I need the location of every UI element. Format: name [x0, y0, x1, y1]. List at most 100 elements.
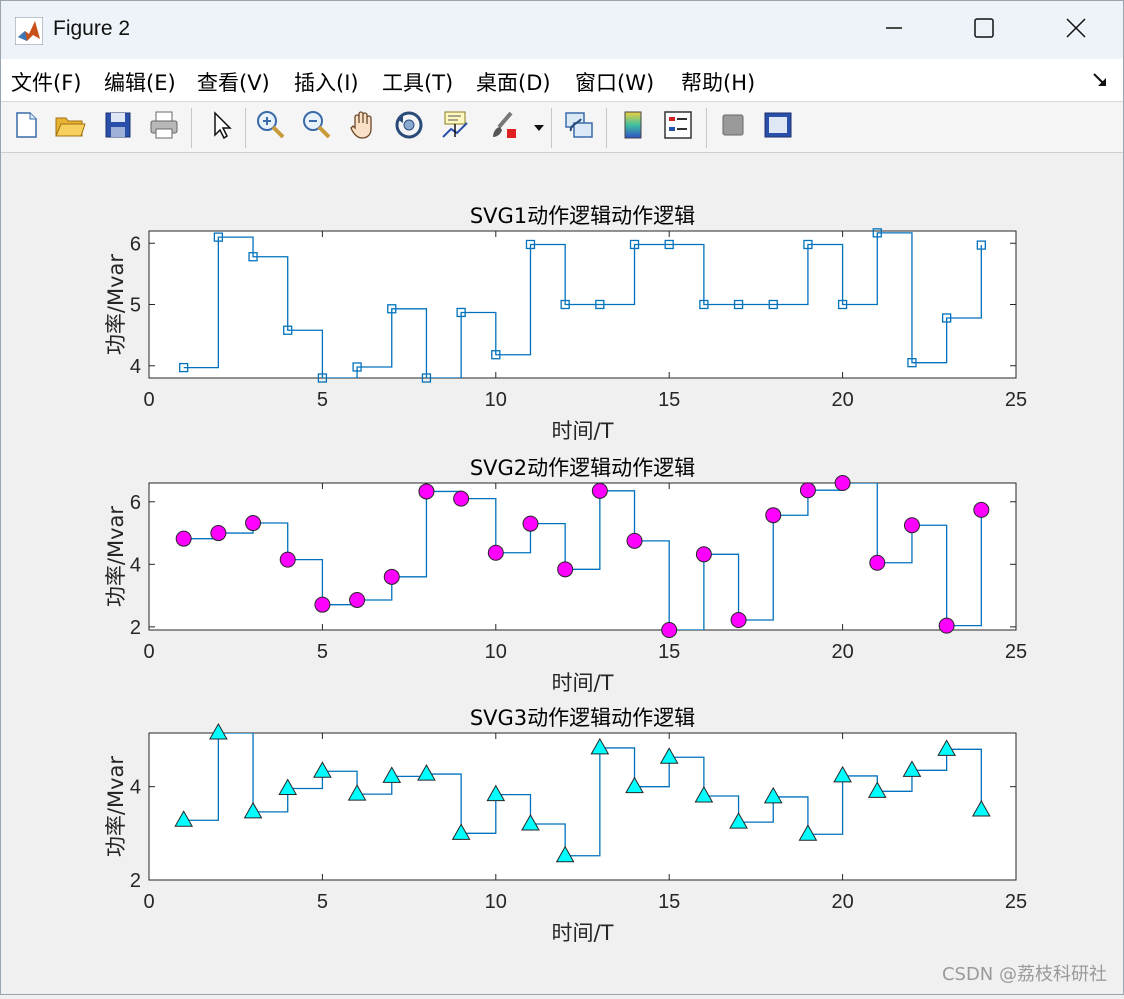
toolbar — [1, 102, 1123, 153]
data-point — [976, 240, 986, 250]
x-axis-label: 时间/T — [552, 921, 614, 945]
data-point — [417, 764, 436, 781]
link-plot-icon — [563, 109, 595, 145]
x-tick-label: 0 — [143, 641, 154, 663]
data-point — [486, 784, 506, 802]
y-tick-label: 5 — [130, 295, 141, 317]
series-line — [183, 232, 982, 378]
menu-tools[interactable]: 工具(T) — [382, 71, 454, 95]
data-point — [872, 228, 882, 238]
data-point — [659, 747, 679, 764]
x-tick-label: 0 — [143, 389, 154, 411]
close-button[interactable] — [1031, 1, 1121, 59]
data-point — [210, 525, 227, 542]
menu-window[interactable]: 窗口(W) — [575, 71, 655, 95]
data-point — [902, 760, 922, 777]
pan-hand-icon — [347, 109, 379, 145]
data-point — [803, 239, 813, 250]
data-point — [590, 737, 610, 755]
data-point — [179, 362, 189, 373]
data-cursor-icon — [439, 109, 471, 145]
minimize-icon — [884, 18, 904, 42]
data-point — [387, 304, 397, 314]
data-point — [418, 483, 435, 500]
toolbar-separator — [245, 108, 246, 148]
series-line — [183, 483, 982, 630]
menu-file[interactable]: 文件(F) — [11, 71, 82, 95]
y-tick-label: 4 — [130, 554, 141, 576]
x-tick-label: 25 — [1005, 641, 1027, 663]
data-point — [209, 722, 228, 740]
data-point — [768, 299, 778, 310]
data-point — [557, 561, 574, 578]
title-bar[interactable]: Figure 2 — [1, 1, 1123, 59]
hide-plot-tools-button[interactable] — [716, 110, 750, 144]
figure-canvas: 0 5 10 15 20 25 4 5 6 SVG1动作逻辑动作逻辑 时间/T 功率/Mvar 0 5 10… — [1, 153, 1123, 995]
data-cursor-button[interactable] — [438, 110, 472, 144]
open-file-button[interactable] — [53, 110, 87, 144]
rotate-3d-button[interactable] — [392, 110, 426, 144]
data-point — [317, 373, 328, 383]
colorbar-button[interactable] — [616, 110, 650, 144]
close-icon — [1065, 17, 1087, 43]
data-point — [279, 551, 296, 568]
zoom-in-icon — [255, 109, 287, 145]
data-point — [382, 766, 402, 783]
x-tick-label: 20 — [831, 891, 853, 913]
brush-button[interactable] — [486, 110, 520, 144]
data-point — [833, 765, 852, 783]
menu-insert[interactable]: 插入(I) — [294, 71, 359, 95]
minimize-button[interactable] — [849, 1, 939, 59]
data-point — [765, 507, 782, 524]
data-point — [695, 546, 712, 563]
dock-arrow-icon[interactable] — [1091, 71, 1109, 89]
link-plot-button[interactable] — [562, 110, 596, 144]
save-button[interactable] — [101, 110, 135, 144]
pointer-button[interactable] — [203, 110, 237, 144]
brush-dropdown[interactable] — [529, 110, 549, 144]
x-tick-label: 20 — [831, 389, 853, 411]
data-point — [625, 776, 644, 794]
x-tick-label: 5 — [317, 891, 328, 913]
subplot-title: SVG2动作逻辑动作逻辑 — [470, 456, 695, 480]
data-point — [453, 490, 470, 507]
zoom-out-icon — [301, 109, 333, 145]
data-point — [451, 823, 471, 840]
x-tick-label: 10 — [485, 891, 507, 913]
data-point — [661, 622, 678, 638]
data-point — [522, 515, 539, 532]
show-plot-tools-button[interactable] — [761, 110, 795, 144]
print-icon — [148, 110, 180, 144]
data-point — [349, 591, 366, 608]
menu-desktop[interactable]: 桌面(D) — [476, 71, 551, 95]
data-point — [867, 781, 887, 798]
x-tick-label: 15 — [658, 389, 680, 411]
new-figure-button[interactable] — [9, 110, 43, 144]
pointer-icon — [205, 110, 235, 144]
data-point — [555, 845, 575, 863]
legend-button[interactable] — [661, 110, 695, 144]
data-point — [352, 362, 362, 372]
colorbar-icon — [617, 109, 649, 145]
y-tick-label: 2 — [130, 870, 141, 892]
zoom-out-button[interactable] — [300, 110, 334, 144]
show-plot-tools-icon — [762, 109, 794, 145]
maximize-button[interactable] — [939, 1, 1029, 59]
data-point — [243, 801, 263, 819]
zoom-in-button[interactable] — [254, 110, 288, 144]
x-tick-label: 5 — [317, 641, 328, 663]
print-button[interactable] — [147, 110, 181, 144]
menu-view[interactable]: 查看(V) — [197, 71, 270, 95]
open-file-icon — [54, 110, 86, 144]
data-point — [973, 501, 990, 518]
window-title: Figure 2 — [53, 17, 131, 40]
rotate-3d-icon — [393, 109, 425, 145]
data-point — [941, 313, 952, 323]
save-icon — [103, 110, 133, 144]
pan-button[interactable] — [346, 110, 380, 144]
y-tick-label: 4 — [130, 777, 141, 799]
menu-edit[interactable]: 编辑(E) — [104, 71, 176, 95]
menu-help[interactable]: 帮助(H) — [681, 71, 756, 95]
